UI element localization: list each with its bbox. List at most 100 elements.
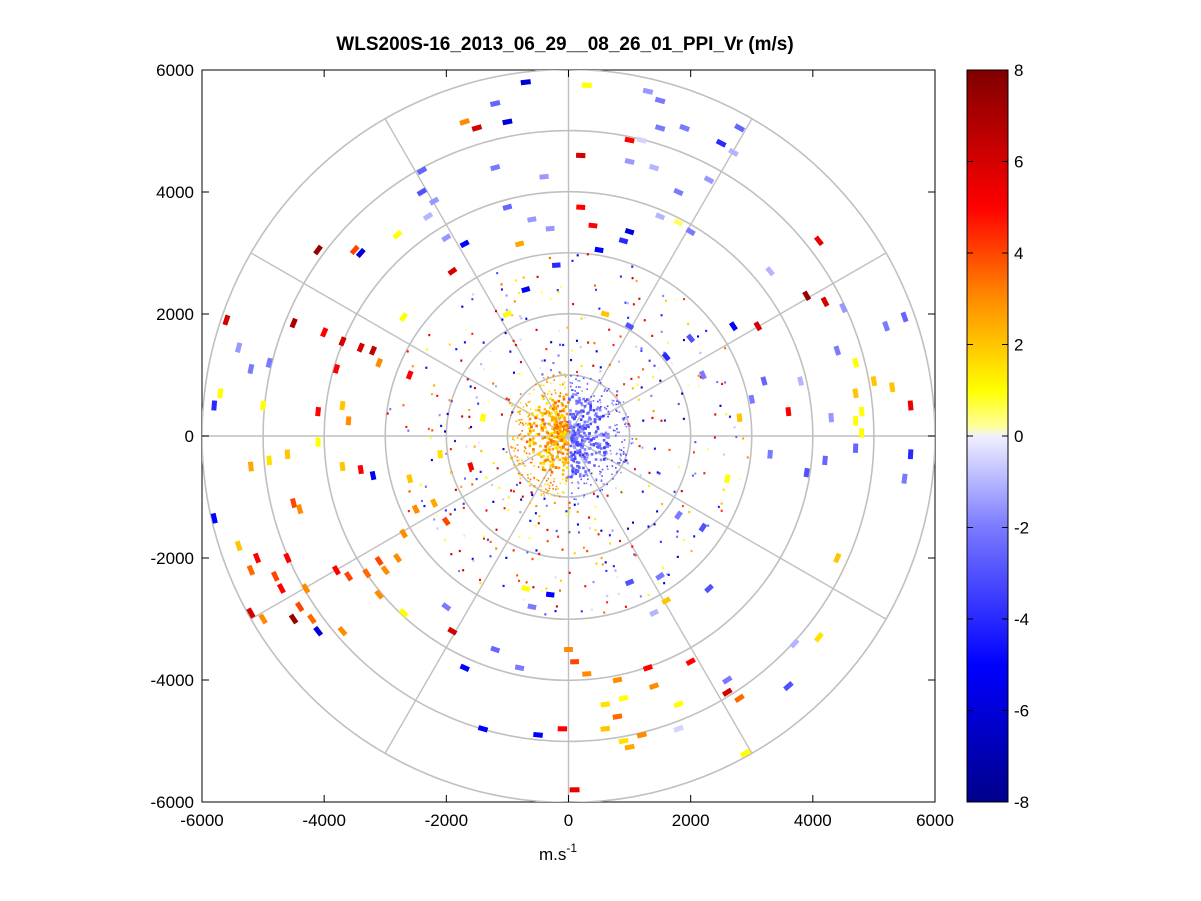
mid-field-cell — [573, 503, 576, 506]
data-point-30 — [588, 222, 598, 229]
near-field-cell — [562, 469, 565, 472]
near-field-cell — [543, 407, 547, 411]
mid-field-cell — [648, 359, 651, 362]
mid-field-cell — [469, 469, 472, 473]
near-field-cell — [547, 376, 549, 379]
data-point-84 — [748, 394, 756, 405]
near-field-cell — [548, 437, 551, 441]
mid-field-cell — [525, 581, 528, 584]
y-tick-label: -6000 — [151, 793, 194, 812]
near-field-cell — [560, 402, 564, 405]
mid-field-cell — [592, 364, 595, 367]
mid-field-cell — [557, 535, 560, 538]
near-field-cell — [561, 423, 565, 426]
mid-field-cell — [555, 605, 558, 608]
mid-field-cell — [453, 439, 456, 443]
near-field-cell — [543, 423, 546, 426]
near-field-cell — [603, 451, 606, 454]
near-field-cell — [595, 408, 599, 411]
near-field-cell — [584, 472, 588, 476]
mid-field-cell — [482, 537, 485, 540]
near-field-cell — [528, 444, 532, 448]
spoke-30 — [568, 252, 887, 437]
near-field-cell — [600, 395, 603, 397]
near-field-cell — [604, 431, 608, 435]
near-field-cell — [589, 422, 593, 426]
near-field-cell — [572, 412, 576, 416]
mid-field-cell — [576, 370, 579, 374]
mid-field-cell — [522, 598, 525, 601]
near-field-cell — [565, 412, 569, 416]
data-point-24 — [428, 196, 440, 206]
mid-field-cell — [697, 385, 700, 388]
mid-field-cell — [389, 408, 392, 411]
mid-field-cell — [608, 534, 611, 537]
mid-field-cell — [487, 400, 490, 403]
near-field-cell — [541, 437, 544, 440]
mid-field-cell — [440, 424, 443, 428]
near-field-cell — [537, 466, 540, 468]
data-point-51 — [753, 321, 763, 332]
near-field-cell — [553, 423, 556, 427]
near-field-cell — [549, 481, 552, 484]
mid-field-cell — [635, 345, 638, 348]
near-field-cell — [582, 496, 585, 498]
mid-field-cell — [471, 557, 474, 560]
mid-field-cell — [681, 392, 684, 395]
mid-field-cell — [594, 505, 597, 509]
near-field-cell — [544, 445, 547, 448]
near-field-cell — [623, 439, 626, 441]
near-field-cell — [564, 456, 568, 459]
near-field-cell — [576, 469, 580, 472]
mid-field-cell — [541, 494, 544, 497]
data-point-62 — [247, 363, 255, 375]
mid-field-cell — [515, 279, 518, 282]
near-field-cell — [577, 481, 579, 484]
near-field-cell — [566, 452, 569, 456]
data-point-2 — [642, 87, 654, 95]
near-field-cell — [555, 412, 558, 416]
near-field-cell — [583, 420, 587, 424]
near-field-cell — [529, 431, 532, 435]
near-field-cell — [555, 440, 558, 444]
near-field-cell — [558, 458, 562, 462]
near-field-cell — [614, 435, 617, 437]
mid-field-cell — [496, 272, 499, 275]
near-field-cell — [592, 442, 596, 446]
near-field-cell — [586, 437, 590, 441]
data-point-164 — [569, 787, 580, 793]
near-field-cell — [618, 431, 621, 434]
near-field-cell — [576, 464, 579, 468]
mid-field-cell — [706, 448, 709, 451]
mid-field-cell — [479, 470, 482, 473]
near-field-cell — [549, 407, 553, 410]
near-field-cell — [537, 432, 541, 436]
mid-field-cell — [536, 275, 539, 278]
mid-field-cell — [582, 546, 585, 549]
near-field-cell — [559, 392, 562, 394]
near-field-cell — [537, 479, 540, 482]
near-field-cell — [599, 399, 601, 401]
spoke-60 — [567, 118, 753, 437]
mid-field-cell — [458, 549, 461, 553]
near-field-cell — [583, 440, 586, 443]
near-field-cell — [594, 458, 598, 461]
near-field-cell — [529, 461, 532, 464]
near-field-cell — [558, 429, 562, 432]
data-point-9 — [679, 123, 690, 132]
near-field-cell — [543, 477, 546, 479]
mid-field-cell — [673, 490, 676, 493]
near-field-cell — [540, 493, 542, 495]
near-field-cell — [529, 400, 531, 403]
data-point-45 — [765, 266, 775, 277]
mid-field-cell — [448, 399, 451, 402]
near-field-cell — [528, 442, 532, 445]
data-point-102 — [210, 512, 218, 524]
near-field-cell — [565, 423, 569, 427]
near-field-cell — [587, 468, 591, 472]
near-field-cell — [548, 432, 552, 436]
data-point-141 — [642, 663, 653, 672]
near-field-cell — [580, 401, 583, 405]
near-field-cell — [552, 418, 556, 421]
data-point-130 — [624, 578, 635, 587]
